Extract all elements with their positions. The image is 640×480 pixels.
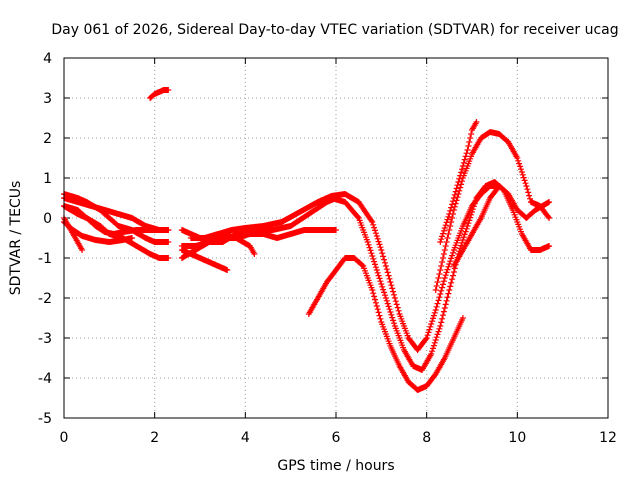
- x-tick-label: 0: [60, 430, 69, 446]
- point-marker: [450, 183, 503, 269]
- point-marker: [432, 129, 553, 293]
- y-tick-label: 2: [43, 131, 52, 147]
- x-axis-label: GPS time / hours: [277, 458, 394, 474]
- y-tick-label: -2: [38, 291, 52, 307]
- y-tick-label: 3: [43, 91, 52, 107]
- y-tick-label: -5: [38, 411, 52, 427]
- point-marker: [187, 183, 553, 353]
- data-points: [61, 87, 553, 393]
- y-tick-label: -1: [38, 251, 52, 267]
- x-tick-label: 4: [241, 430, 250, 446]
- y-tick-label: 0: [43, 211, 52, 227]
- point-marker: [147, 87, 172, 101]
- series-track-o: [432, 129, 553, 293]
- point-marker: [437, 119, 480, 245]
- point-marker: [305, 255, 466, 393]
- chart-title: Day 061 of 2026, Sidereal Day-to-day VTE…: [51, 22, 618, 38]
- y-tick-label: -4: [38, 371, 52, 387]
- x-tick-label: 2: [150, 430, 159, 446]
- series-arc-top: [147, 87, 172, 101]
- series-track-p: [450, 183, 503, 269]
- y-tick-label: 4: [43, 51, 52, 67]
- series-track-k: [187, 183, 553, 353]
- x-tick-label: 12: [599, 430, 617, 446]
- y-axis-label: SDTVAR / TECUs: [8, 181, 24, 296]
- y-tick-label: 1: [43, 171, 52, 187]
- y-tick-label: -3: [38, 331, 52, 347]
- series-track-n: [437, 119, 480, 245]
- x-tick-label: 8: [422, 430, 431, 446]
- x-tick-label: 10: [508, 430, 526, 446]
- plot-frame: [63, 57, 609, 419]
- series-track-m: [305, 255, 466, 393]
- x-tick-label: 6: [332, 430, 341, 446]
